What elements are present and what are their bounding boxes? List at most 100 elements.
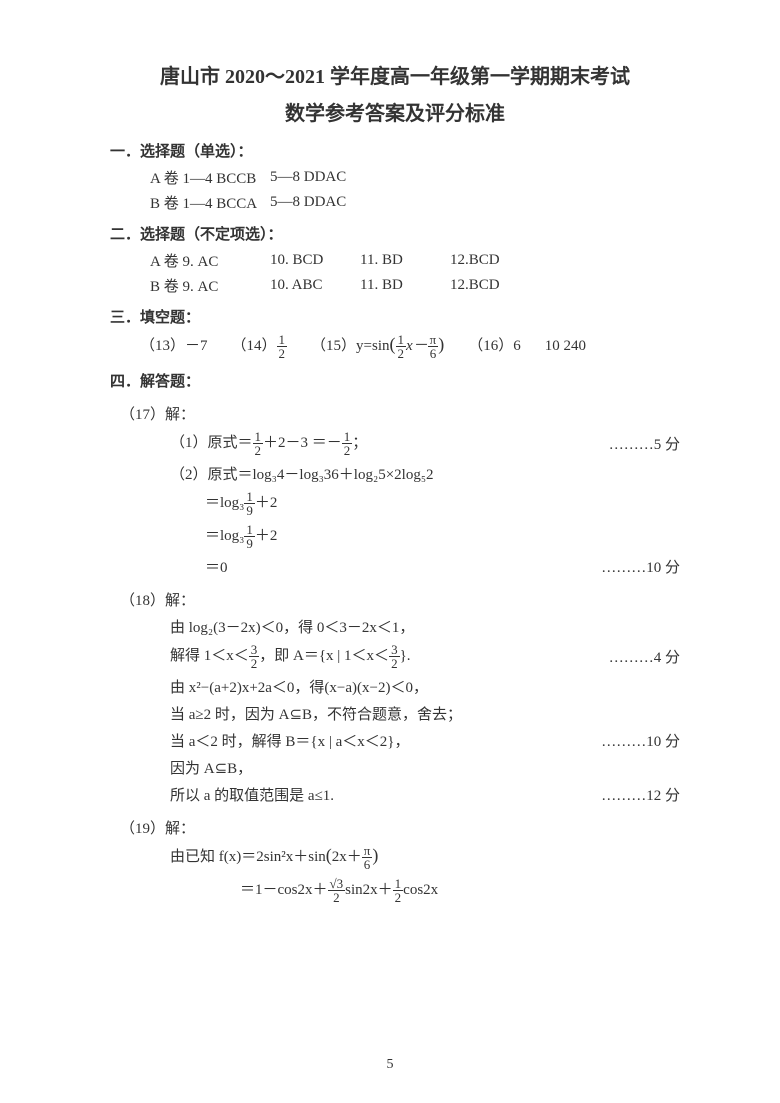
q19-l2: ＝1－cos2x＋√32sin2x＋12cos2x	[240, 877, 680, 904]
q19-l1: 由已知 f(x)＝2sin²x＋sin(2x＋π6)	[170, 844, 680, 871]
a14-frac: 12	[277, 333, 288, 360]
section3-heading: 三．填空题：	[110, 306, 680, 327]
s2-row-a: A 卷 9. AC 10. BCD 11. BD 12.BCD	[150, 250, 680, 271]
pre: ＝1－cos2x＋	[240, 882, 328, 898]
q17-1-end: ；	[352, 435, 367, 451]
pre: 由已知 f(x)＝2sin²x＋sin	[170, 849, 326, 865]
inpre: 2x＋	[332, 849, 362, 865]
d: 2	[393, 891, 404, 904]
a15: （15）y=sin(12x－π6)	[311, 333, 444, 360]
f2: 12	[393, 877, 404, 904]
a14: （14）12	[232, 333, 288, 360]
q18-l4: 当 a≥2 时，因为 A⊆B，不符合题意，舍去；	[170, 703, 680, 724]
title-line2: 数学参考答案及评分标准	[110, 97, 680, 126]
f: 19	[244, 523, 255, 550]
d: 9	[244, 537, 255, 550]
t: 因为 A⊆B，	[170, 757, 252, 778]
section4-heading: 四．解答题：	[110, 370, 680, 391]
q17-1-pts: ………5 分	[609, 433, 680, 454]
a15-f2: π6	[428, 333, 439, 360]
q17-2-l2: ＝log₃19＋2	[205, 490, 680, 517]
f: π6	[362, 844, 373, 871]
f1: √32	[328, 877, 346, 904]
t: （2）原式＝log₃4－log₃36＋log₂5×2log₅2	[170, 463, 434, 484]
s1-b-c1: B 卷 1—4 BCCA	[150, 192, 270, 213]
s2-a-c4: 12.BCD	[450, 252, 500, 269]
q18-l6: 因为 A⊆B，	[170, 757, 680, 778]
n: 1	[342, 430, 353, 444]
q18-l7-pts: ………12 分	[601, 784, 680, 805]
a14-den: 2	[277, 347, 288, 360]
a13: （13）－7	[140, 334, 208, 355]
q17-2-l4: ＝0 ………10 分	[205, 556, 680, 577]
pre: ＝log₃	[205, 495, 244, 511]
d: 2	[253, 444, 264, 457]
t: 当 a≥2 时，因为 A⊆B，不符合题意，舍去；	[170, 703, 462, 724]
s2-row-b: B 卷 9. AC 10. ABC 11. BD 12.BCD	[150, 275, 680, 296]
a15-pre: （15）y=sin	[311, 338, 389, 354]
q18-label: （18）解：	[120, 589, 680, 610]
s1-b-c2: 5—8 DDAC	[270, 194, 346, 211]
q18-l5-pts: ………10 分	[601, 730, 680, 751]
q18-l7: 所以 a 的取值范围是 a≤1. ………12 分	[170, 784, 680, 805]
q19-l1-expr: 由已知 f(x)＝2sin²x＋sin(2x＋π6)	[170, 844, 378, 871]
page-number: 5	[0, 1057, 780, 1073]
q18-l5: 当 a＜2 时，解得 B＝{x | a＜x＜2}， ………10 分	[170, 730, 680, 751]
pre: ＝log₃	[205, 528, 244, 544]
s1-a-c2: 5—8 DDAC	[270, 169, 346, 186]
q19-label: （19）解：	[120, 817, 680, 838]
s1-a-c1: A 卷 1—4 BCCB	[150, 167, 270, 188]
n: 3	[389, 643, 400, 657]
n: 1	[393, 877, 404, 891]
mid: sin2x＋	[345, 882, 393, 898]
t: 所以 a 的取值范围是 a≤1.	[170, 784, 334, 805]
q18-l3: 由 x²−(a+2)x+2a＜0，得(x−a)(x−2)＜0，	[170, 676, 680, 697]
s2-b-c2: 10. ABC	[270, 277, 360, 294]
q17-label: （17）解：	[120, 403, 680, 424]
a15-n1: 1	[396, 333, 407, 347]
q17-2-pts: ………10 分	[601, 556, 680, 577]
f: 19	[244, 490, 255, 517]
t: 由 log₂(3－2x)＜0，得 0＜3－2x＜1，	[170, 616, 414, 637]
mid: ，即 A＝{x | 1＜x＜	[259, 648, 389, 664]
d: 2	[328, 891, 346, 904]
q18-l2-expr: 解得 1＜x＜32，即 A＝{x | 1＜x＜32}.	[170, 643, 411, 670]
a15-d2: 6	[428, 347, 439, 360]
n: 1	[244, 490, 255, 504]
a15-d1: 2	[396, 347, 407, 360]
d: 9	[244, 504, 255, 517]
d: 2	[342, 444, 353, 457]
q18-l2: 解得 1＜x＜32，即 A＝{x | 1＜x＜32}. ………4 分	[170, 643, 680, 670]
fill-row: （13）－7 （14）12 （15）y=sin(12x－π6) （16）6 10…	[140, 333, 680, 360]
s2-a-c3: 11. BD	[360, 252, 450, 269]
end: cos2x	[403, 882, 438, 898]
section2-heading: 二．选择题（不定项选）：	[110, 223, 680, 244]
post: ＋2	[255, 495, 278, 511]
title-line1: 唐山市 2020～2021 学年度高一年级第一学期期末考试	[110, 60, 680, 89]
d: 6	[362, 858, 373, 871]
t: 由 x²−(a+2)x+2a＜0，得(x−a)(x−2)＜0，	[170, 676, 428, 697]
a15-n2: π	[428, 333, 439, 347]
q17-2-l3: ＝log₃19＋2	[205, 523, 680, 550]
n: √3	[328, 877, 346, 891]
s2-a-c2: 10. BCD	[270, 252, 360, 269]
s2-b-c4: 12.BCD	[450, 277, 500, 294]
q17-1-mid: ＋2－3 ＝－	[263, 435, 342, 451]
q18-l1: 由 log₂(3－2x)＜0，得 0＜3－2x＜1，	[170, 616, 680, 637]
a15-x: x－	[406, 338, 428, 354]
d: 2	[389, 657, 400, 670]
pre: 解得 1＜x＜	[170, 648, 249, 664]
n: 1	[244, 523, 255, 537]
a16b: 10 240	[545, 338, 586, 355]
a14-num: 1	[277, 333, 288, 347]
q17-1-f1: 12	[253, 430, 264, 457]
q18-l2-pts: ………4 分	[609, 646, 680, 667]
a14-pre: （14）	[232, 338, 277, 354]
a16: （16）6	[468, 334, 521, 355]
s2-a-c1: A 卷 9. AC	[150, 250, 270, 271]
n: π	[362, 844, 373, 858]
s1-row-a: A 卷 1—4 BCCB 5—8 DDAC	[150, 167, 680, 188]
q17-2-l1: （2）原式＝log₃4－log₃36＋log₂5×2log₅2	[170, 463, 680, 484]
q17-1: （1）原式＝12＋2－3 ＝－12； ………5 分	[170, 430, 680, 457]
f1: 32	[249, 643, 260, 670]
